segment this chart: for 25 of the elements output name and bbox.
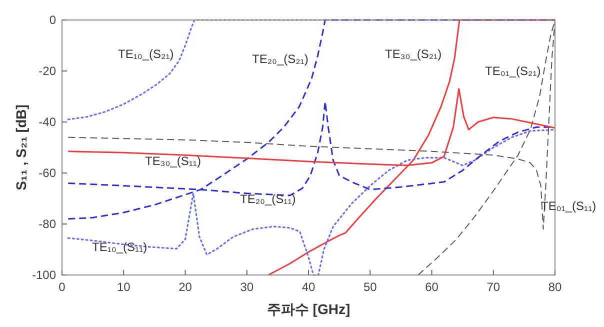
line-series <box>67 19 555 120</box>
x-tick-label: 40 <box>302 280 316 294</box>
annotation: TE₂₀_(S₂₁) <box>252 52 308 66</box>
x-tick-label: 50 <box>363 280 378 294</box>
y-tick-label: -80 <box>38 217 56 231</box>
x-tick-label: 70 <box>486 280 500 294</box>
annotation: TE₃₀_(S₁₁) <box>145 154 201 168</box>
annotation: TE₀₁_(S₂₁) <box>485 64 541 78</box>
x-axis-title: 주파수 [GHz] <box>266 301 350 317</box>
annotation: TE₃₀_(S₂₁) <box>385 47 442 62</box>
y-axis-title: S₁₁ , S₂₁ [dB] <box>13 104 29 190</box>
y-tick-label: -60 <box>38 166 56 180</box>
x-tick-label: 20 <box>178 280 192 294</box>
x-tick-label: 10 <box>116 280 131 294</box>
y-tick-label: 0 <box>49 13 56 27</box>
x-tick-label: 60 <box>425 280 439 294</box>
x-tick-label: 0 <box>58 280 66 294</box>
x-tick-label: 30 <box>240 280 254 294</box>
annotation: TE₁₀_(S₁₁) <box>92 240 148 254</box>
y-tick-label: -100 <box>32 268 56 282</box>
annotation: TE₁₀_(S₂₁) <box>118 47 174 62</box>
y-tick-label: -40 <box>38 115 56 129</box>
x-tick-label: 80 <box>548 280 562 294</box>
y-tick-label: -20 <box>38 64 56 78</box>
annotation: TE₂₀_(S₁₁) <box>240 192 296 206</box>
